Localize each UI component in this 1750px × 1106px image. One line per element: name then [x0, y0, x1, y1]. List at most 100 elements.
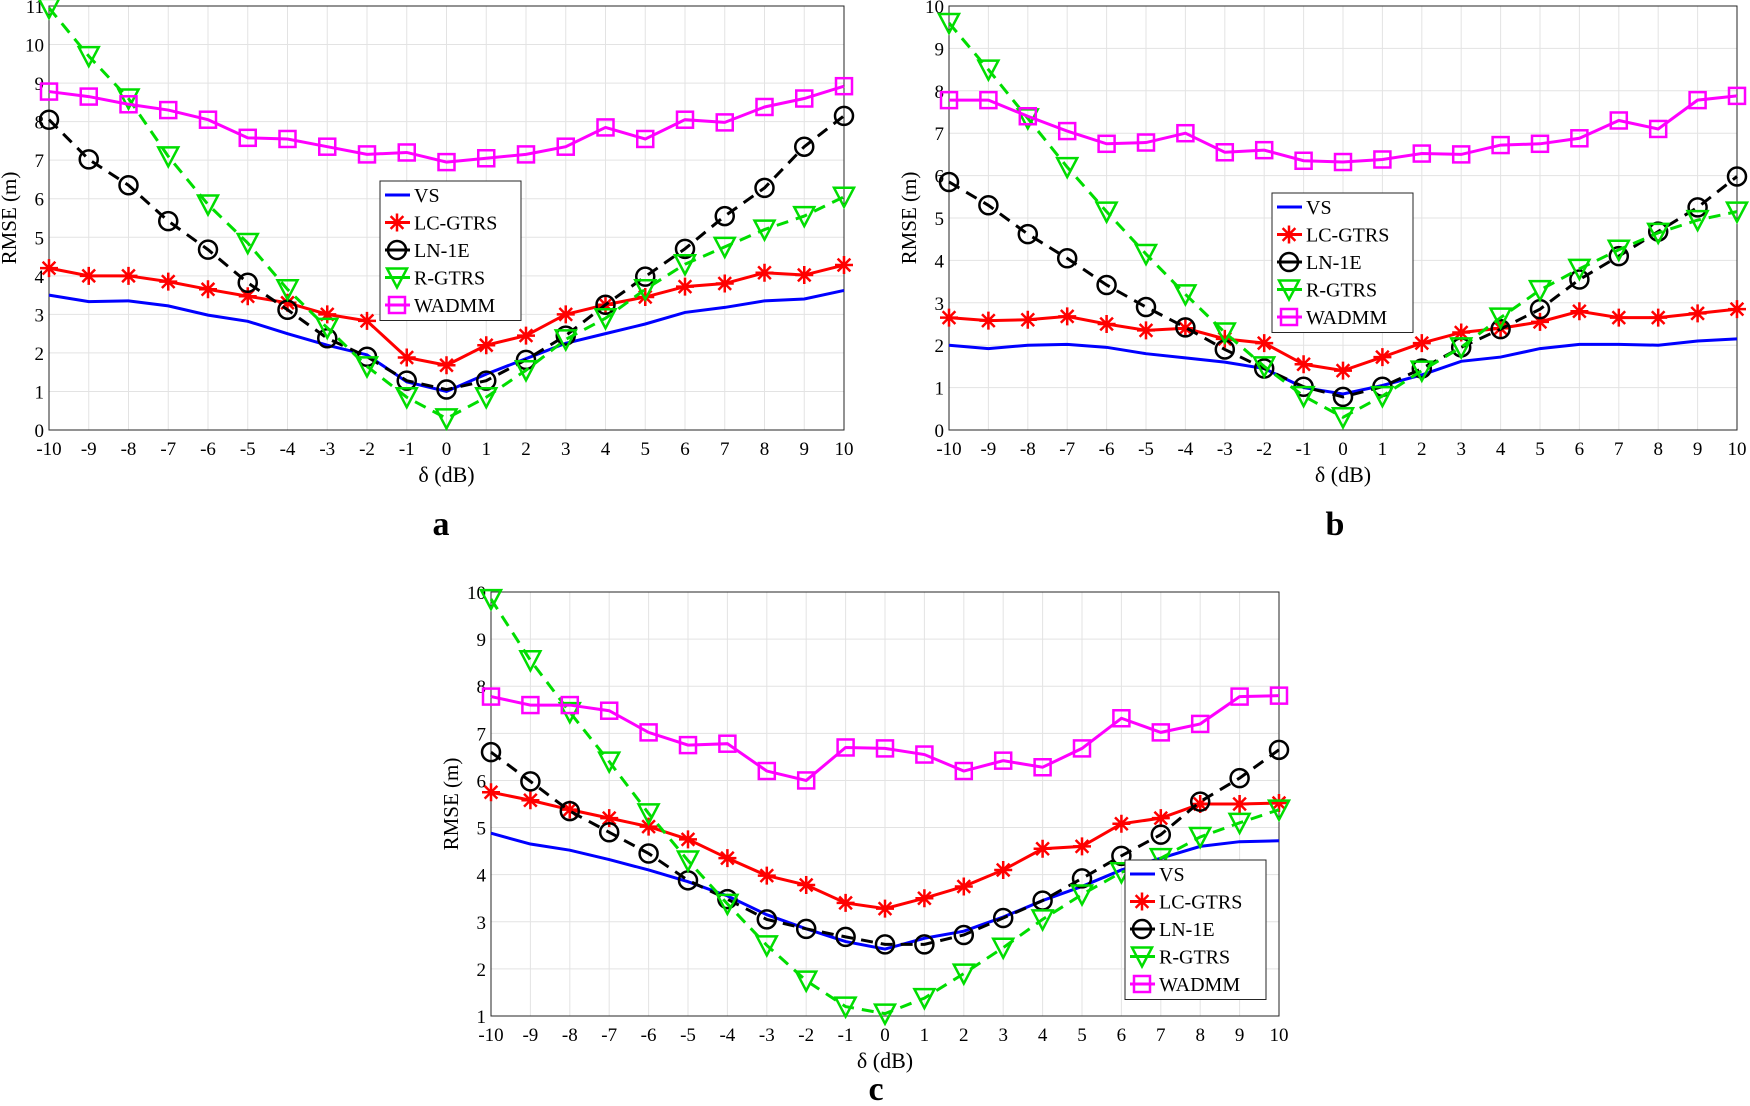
square-marker: [560, 695, 580, 715]
star-marker: [560, 800, 579, 819]
circle-marker: [118, 174, 139, 196]
y-tick-label: 3: [477, 913, 487, 934]
x-tick-label: -4: [1177, 439, 1193, 460]
square-marker: [1190, 714, 1210, 734]
x-tick-label: -6: [1099, 439, 1115, 460]
x-tick-label: -3: [1217, 439, 1233, 460]
legend-label: WADMM: [1159, 974, 1240, 996]
star-marker: [1334, 361, 1352, 380]
square-marker: [1333, 152, 1353, 172]
legend-label: LN-1E: [414, 240, 470, 262]
y-tick-label: 4: [477, 866, 487, 887]
triangle-marker: [936, 12, 962, 36]
triangle-marker: [1212, 322, 1237, 346]
circle-marker: [476, 370, 497, 391]
triangle-marker: [675, 850, 701, 874]
circle-marker: [598, 822, 620, 843]
x-tick-label: 8: [1653, 439, 1663, 460]
triangle-marker: [715, 893, 740, 917]
x-tick-label: 10: [835, 439, 854, 460]
x-tick-label: -5: [240, 439, 256, 460]
star-marker: [238, 287, 257, 306]
star-marker: [1270, 794, 1288, 813]
triangle-marker: [1527, 279, 1553, 303]
square-marker: [1373, 150, 1392, 169]
triangle-marker: [1409, 360, 1434, 384]
star-marker: [1728, 300, 1746, 319]
circle-marker: [396, 370, 417, 391]
x-tick-label: 0: [442, 439, 452, 460]
triangle-marker: [1488, 307, 1513, 331]
square-marker: [678, 735, 698, 755]
chart-panel-c: -10 -9 -8 -7 -6 -5 -4 -3 -2 -1 0 1 2 3 4 5 6 7 8 9 101234567…: [439, 583, 1292, 1106]
triangle-marker: [1148, 847, 1173, 871]
triangle-marker: [354, 356, 380, 380]
square-marker: [875, 739, 895, 758]
y-tick-label: 8: [477, 677, 487, 698]
star-marker: [797, 876, 816, 895]
triangle-marker: [1685, 209, 1710, 233]
star-marker: [1294, 355, 1313, 374]
star-marker: [79, 266, 98, 285]
star-marker: [556, 305, 575, 324]
star-marker: [1255, 334, 1274, 353]
triangle-marker: [513, 360, 539, 383]
star-marker: [1058, 307, 1077, 326]
series-line: [47, 114, 845, 392]
star-marker: [836, 893, 855, 912]
circle-marker: [1332, 386, 1354, 408]
star-marker: [639, 817, 658, 836]
circle-marker: [938, 171, 960, 193]
star-marker: [388, 213, 406, 232]
triangle-marker: [478, 588, 504, 612]
star-marker: [1280, 225, 1298, 244]
x-tick-label: 3: [998, 1025, 1008, 1046]
square-marker: [1254, 140, 1274, 160]
x-tick-label: -9: [81, 439, 97, 460]
circle-marker: [1111, 845, 1132, 867]
x-tick-label: -2: [359, 439, 375, 460]
x-tick-label: -2: [798, 1025, 814, 1046]
square-marker: [521, 695, 540, 715]
square-marker: [1112, 709, 1131, 728]
square-marker: [939, 90, 959, 110]
star-marker: [876, 899, 894, 918]
y-tick-label: 6: [935, 167, 945, 188]
x-tick-label: 9: [800, 439, 810, 460]
triangle-marker: [951, 963, 976, 987]
star-marker: [1133, 892, 1151, 911]
legend-label: LC-GTRS: [1159, 892, 1242, 914]
star-marker: [159, 272, 178, 291]
triangle-marker: [991, 937, 1016, 961]
star-marker: [521, 791, 540, 810]
square-marker: [915, 745, 934, 764]
circle-marker: [953, 924, 975, 946]
triangle-marker: [553, 329, 578, 353]
x-tick-label: 3: [561, 439, 571, 460]
star-marker: [600, 809, 619, 828]
y-tick-label: 6: [477, 771, 487, 792]
series-line: [490, 694, 1280, 783]
square-marker: [437, 152, 456, 172]
x-tick-label: 8: [760, 439, 770, 460]
x-tick-label: -7: [1059, 439, 1075, 460]
y-tick-label: 2: [477, 960, 487, 981]
series-VS: [948, 337, 1738, 396]
x-tick-label: -6: [200, 439, 216, 460]
circle-marker: [795, 918, 817, 940]
square-marker: [1609, 111, 1629, 130]
star-marker: [994, 860, 1013, 879]
series-line: [47, 6, 845, 421]
triangle-marker: [1069, 884, 1095, 908]
square-marker: [1151, 723, 1171, 742]
square-marker: [715, 113, 734, 132]
square-marker: [238, 128, 257, 148]
x-tick-label: -3: [319, 439, 335, 460]
star-marker: [757, 866, 776, 885]
legend-label: VS: [1306, 197, 1332, 219]
triangle-marker: [1646, 222, 1671, 246]
legend-label: WADMM: [414, 295, 495, 317]
triangle-marker: [1188, 826, 1213, 850]
star-marker: [1373, 348, 1392, 367]
square-marker: [795, 89, 814, 108]
